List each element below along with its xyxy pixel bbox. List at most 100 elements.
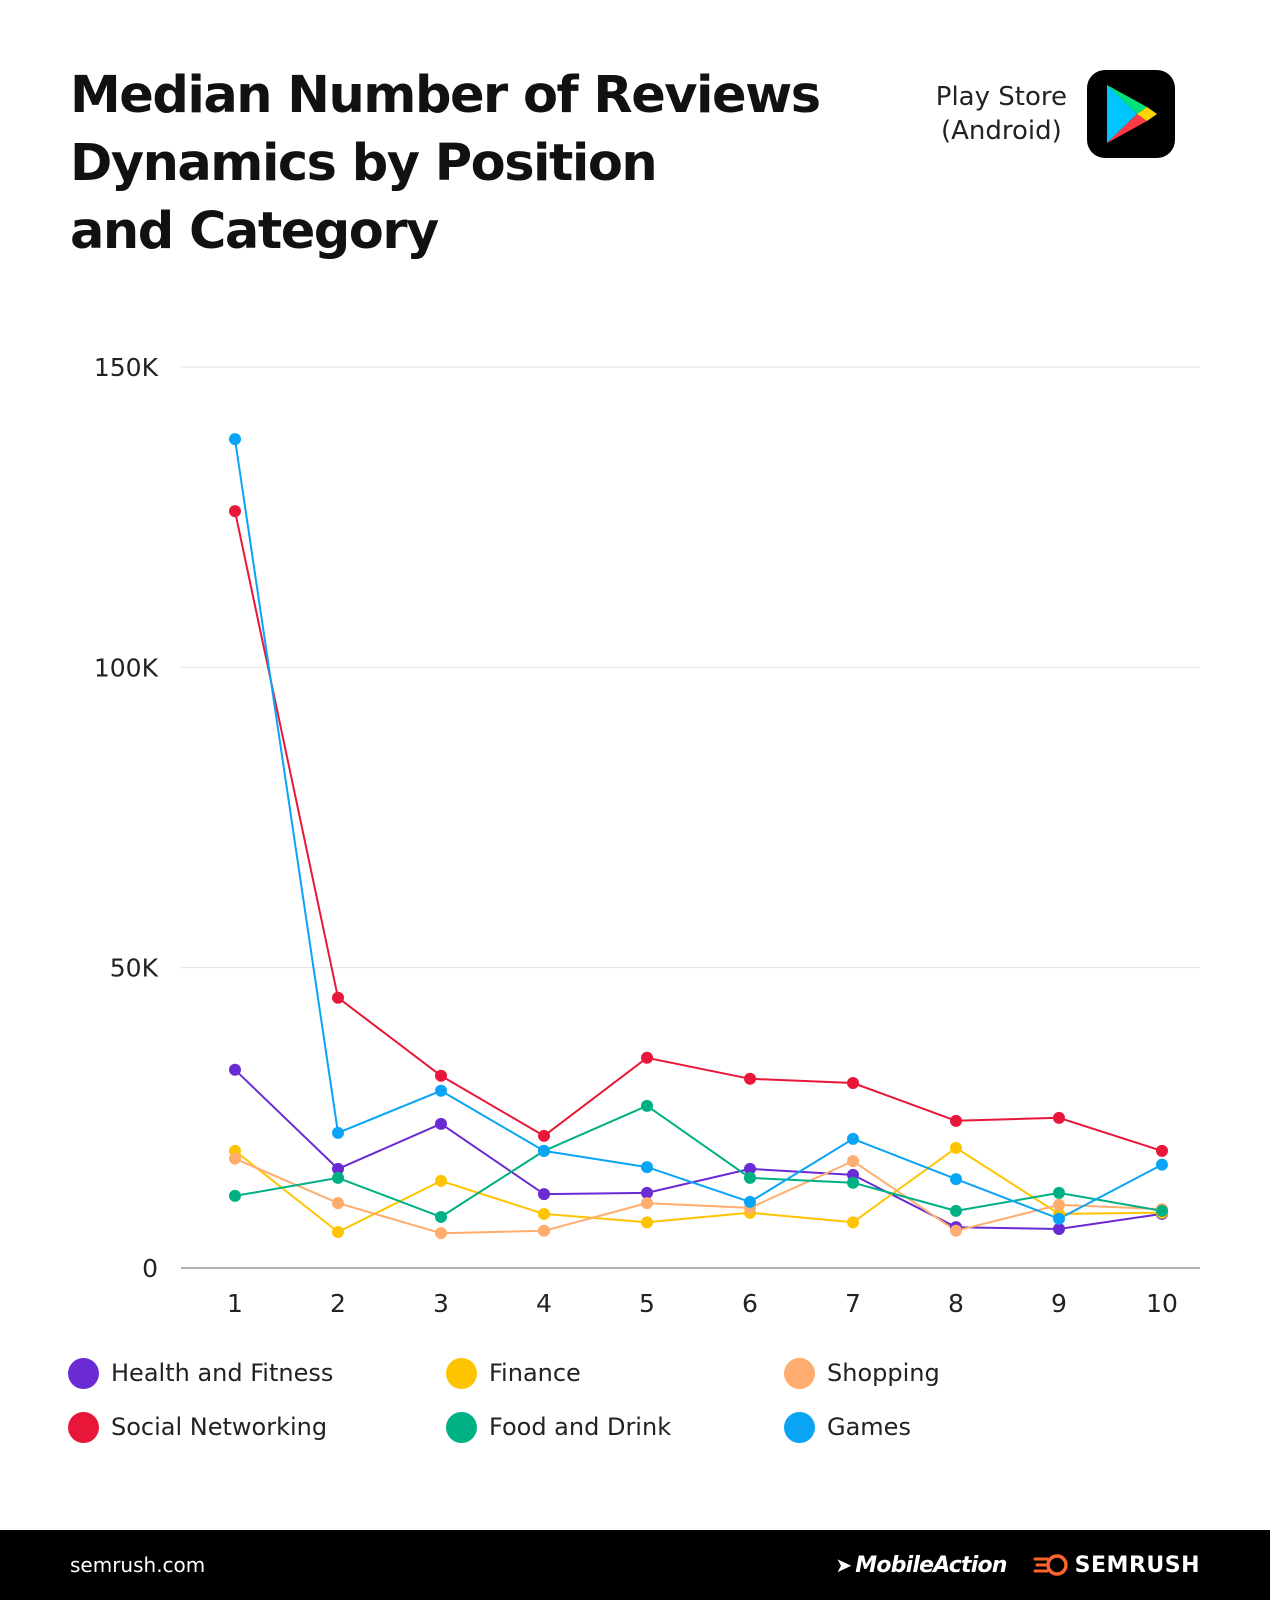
legend-swatch — [784, 1357, 815, 1389]
data-point-social-networking — [950, 1114, 962, 1127]
legend-label: Food and Drink — [489, 1413, 672, 1441]
data-point-games — [435, 1084, 447, 1097]
data-point-games — [847, 1132, 859, 1145]
y-tick-label: 50K — [110, 954, 159, 983]
semrush-logo: SEMRUSH — [1033, 1553, 1200, 1578]
semrush-text: SEMRUSH — [1074, 1552, 1200, 1578]
data-point-health-and-fitness — [744, 1162, 756, 1175]
data-point-food-and-drink — [332, 1171, 344, 1184]
x-tick-label: 5 — [639, 1289, 655, 1318]
chart-title-line-2: Dynamics by Position — [70, 134, 658, 193]
legend-swatch — [68, 1357, 99, 1389]
rocket-icon: ➤ — [835, 1553, 852, 1577]
legend-item: Health and Fitness — [68, 1356, 333, 1390]
line-chart: 0 50K 100K 150K 1 2 3 4 5 6 7 8 9 10 — [94, 353, 1200, 1318]
mobileaction-text: MobileAction — [855, 1552, 1007, 1578]
data-point-social-networking — [847, 1076, 859, 1089]
legend-item: Finance — [446, 1356, 581, 1390]
data-point-games — [641, 1161, 653, 1174]
data-point-finance — [641, 1216, 653, 1229]
legend-label: Social Networking — [111, 1413, 328, 1441]
data-point-shopping — [1053, 1198, 1065, 1211]
x-tick-label: 7 — [845, 1289, 861, 1318]
x-tick-label: 2 — [330, 1289, 346, 1318]
y-tick-label: 0 — [142, 1254, 158, 1283]
data-point-shopping — [332, 1197, 344, 1210]
legend-item: Games — [784, 1410, 911, 1444]
data-point-social-networking — [435, 1069, 447, 1082]
google-play-icon — [1087, 70, 1175, 158]
data-point-finance — [950, 1141, 962, 1154]
legend-swatch — [446, 1357, 477, 1389]
data-point-social-networking — [229, 505, 241, 518]
data-point-shopping — [641, 1197, 653, 1210]
data-point-food-and-drink — [1053, 1186, 1065, 1199]
data-point-games — [1156, 1158, 1168, 1171]
data-point-food-and-drink — [950, 1204, 962, 1217]
data-point-health-and-fitness — [641, 1186, 653, 1199]
legend-item: Social Networking — [68, 1410, 327, 1444]
store-badge: Play Store (Android) — [936, 70, 1175, 158]
legend-label: Shopping — [827, 1359, 940, 1387]
legend-label: Health and Fitness — [111, 1359, 334, 1387]
legend-item: Shopping — [784, 1356, 940, 1390]
store-label: Play Store (Android) — [936, 80, 1067, 148]
data-point-finance — [538, 1207, 550, 1220]
data-point-health-and-fitness — [435, 1117, 447, 1130]
x-tick-label: 3 — [433, 1289, 449, 1318]
legend-item: Food and Drink — [446, 1410, 671, 1444]
data-point-shopping — [950, 1224, 962, 1237]
series-line-finance — [234, 1146, 1163, 1233]
data-point-finance — [435, 1174, 447, 1187]
data-point-health-and-fitness — [1053, 1222, 1065, 1235]
data-point-finance — [847, 1216, 859, 1229]
x-tick-label: 4 — [536, 1289, 552, 1318]
y-tick-label: 150K — [94, 353, 159, 382]
legend-label: Finance — [489, 1359, 581, 1387]
data-point-social-networking — [1156, 1144, 1168, 1157]
footer-logos: ➤ MobileAction SEMRUSH — [835, 1553, 1200, 1578]
series-line-social-networking — [234, 510, 1163, 1152]
data-point-food-and-drink — [435, 1210, 447, 1223]
x-tick-label: 9 — [1051, 1289, 1067, 1318]
chart-title: Median Number of Reviews Dynamics by Pos… — [70, 62, 890, 266]
legend-label: Games — [827, 1413, 911, 1441]
series-line-games — [234, 438, 1163, 1220]
data-point-games — [538, 1144, 550, 1157]
series-line-health-and-fitness — [234, 1069, 1163, 1230]
mobileaction-logo: ➤ MobileAction — [835, 1552, 1007, 1578]
data-point-social-networking — [538, 1129, 550, 1142]
data-point-food-and-drink — [847, 1176, 859, 1189]
data-point-food-and-drink — [229, 1189, 241, 1202]
data-point-games — [332, 1126, 344, 1139]
y-tick-label: 100K — [94, 653, 159, 682]
store-label-line-1: Play Store — [935, 82, 1067, 112]
legend-swatch — [784, 1411, 815, 1443]
data-point-food-and-drink — [744, 1171, 756, 1184]
data-point-games — [950, 1173, 962, 1186]
footer: semrush.com ➤ MobileAction SEMRUSH — [0, 1530, 1270, 1600]
data-point-shopping — [435, 1227, 447, 1240]
data-point-health-and-fitness — [229, 1063, 241, 1076]
data-point-social-networking — [641, 1051, 653, 1064]
series-line-shopping — [234, 1157, 1163, 1235]
x-tick-label: 6 — [742, 1289, 758, 1318]
chart-title-line-3: and Category — [70, 202, 439, 261]
legend-swatch — [68, 1411, 99, 1443]
series-line-food-and-drink — [234, 1104, 1163, 1218]
data-point-shopping — [229, 1152, 241, 1165]
data-point-health-and-fitness — [538, 1188, 550, 1201]
data-point-finance — [332, 1225, 344, 1238]
data-point-shopping — [847, 1155, 859, 1168]
data-point-games — [229, 433, 241, 446]
legend-swatch — [446, 1411, 477, 1443]
store-label-line-2: (Android) — [940, 116, 1062, 146]
x-tick-label: 1 — [227, 1289, 243, 1318]
x-tick-label: 8 — [948, 1289, 964, 1318]
data-point-games — [744, 1195, 756, 1208]
data-point-health-and-fitness — [332, 1162, 344, 1175]
chart-title-line-1: Median Number of Reviews — [70, 66, 821, 125]
data-point-shopping — [538, 1224, 550, 1237]
footer-url[interactable]: semrush.com — [70, 1553, 206, 1577]
data-point-food-and-drink — [1156, 1204, 1168, 1217]
